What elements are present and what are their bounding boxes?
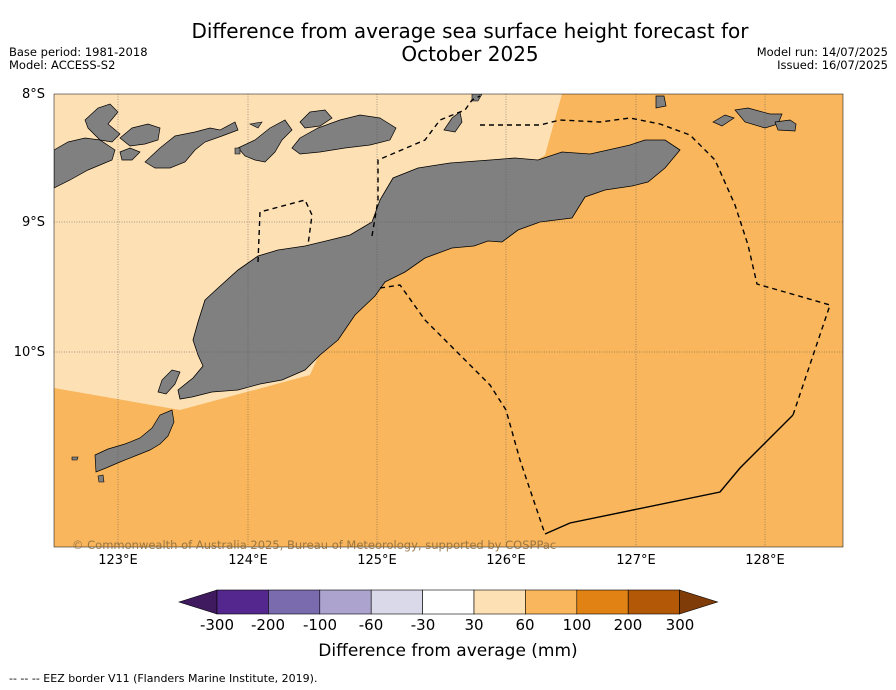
eez-footnote: -- -- -- EEZ border V11 (Flanders Marine… (9, 672, 317, 685)
colorbar-swatch (371, 590, 422, 614)
colorbar-swatch (474, 590, 525, 614)
colorbar-label: Difference from average (mm) (208, 641, 688, 661)
colorbar-swatch (628, 590, 679, 614)
colorbar-tick: -100 (295, 616, 345, 634)
colorbar (0, 0, 896, 690)
colorbar-swatch (525, 590, 576, 614)
colorbar-tick: 30 (449, 616, 499, 634)
colorbar-swatch (320, 590, 371, 614)
colorbar-swatch (268, 590, 319, 614)
colorbar-swatch (577, 590, 628, 614)
colorbar-swatch (423, 590, 474, 614)
colorbar-tick: -60 (346, 616, 396, 634)
colorbar-tick: 60 (500, 616, 550, 634)
colorbar-tick: -30 (398, 616, 448, 634)
colorbar-extend-low (179, 590, 217, 614)
colorbar-tick: 200 (603, 616, 653, 634)
colorbar-tick: -200 (243, 616, 293, 634)
colorbar-tick: 100 (552, 616, 602, 634)
colorbar-extend-high (680, 590, 718, 614)
colorbar-tick: 300 (655, 616, 705, 634)
colorbar-swatch (217, 590, 268, 614)
colorbar-tick: -300 (192, 616, 242, 634)
